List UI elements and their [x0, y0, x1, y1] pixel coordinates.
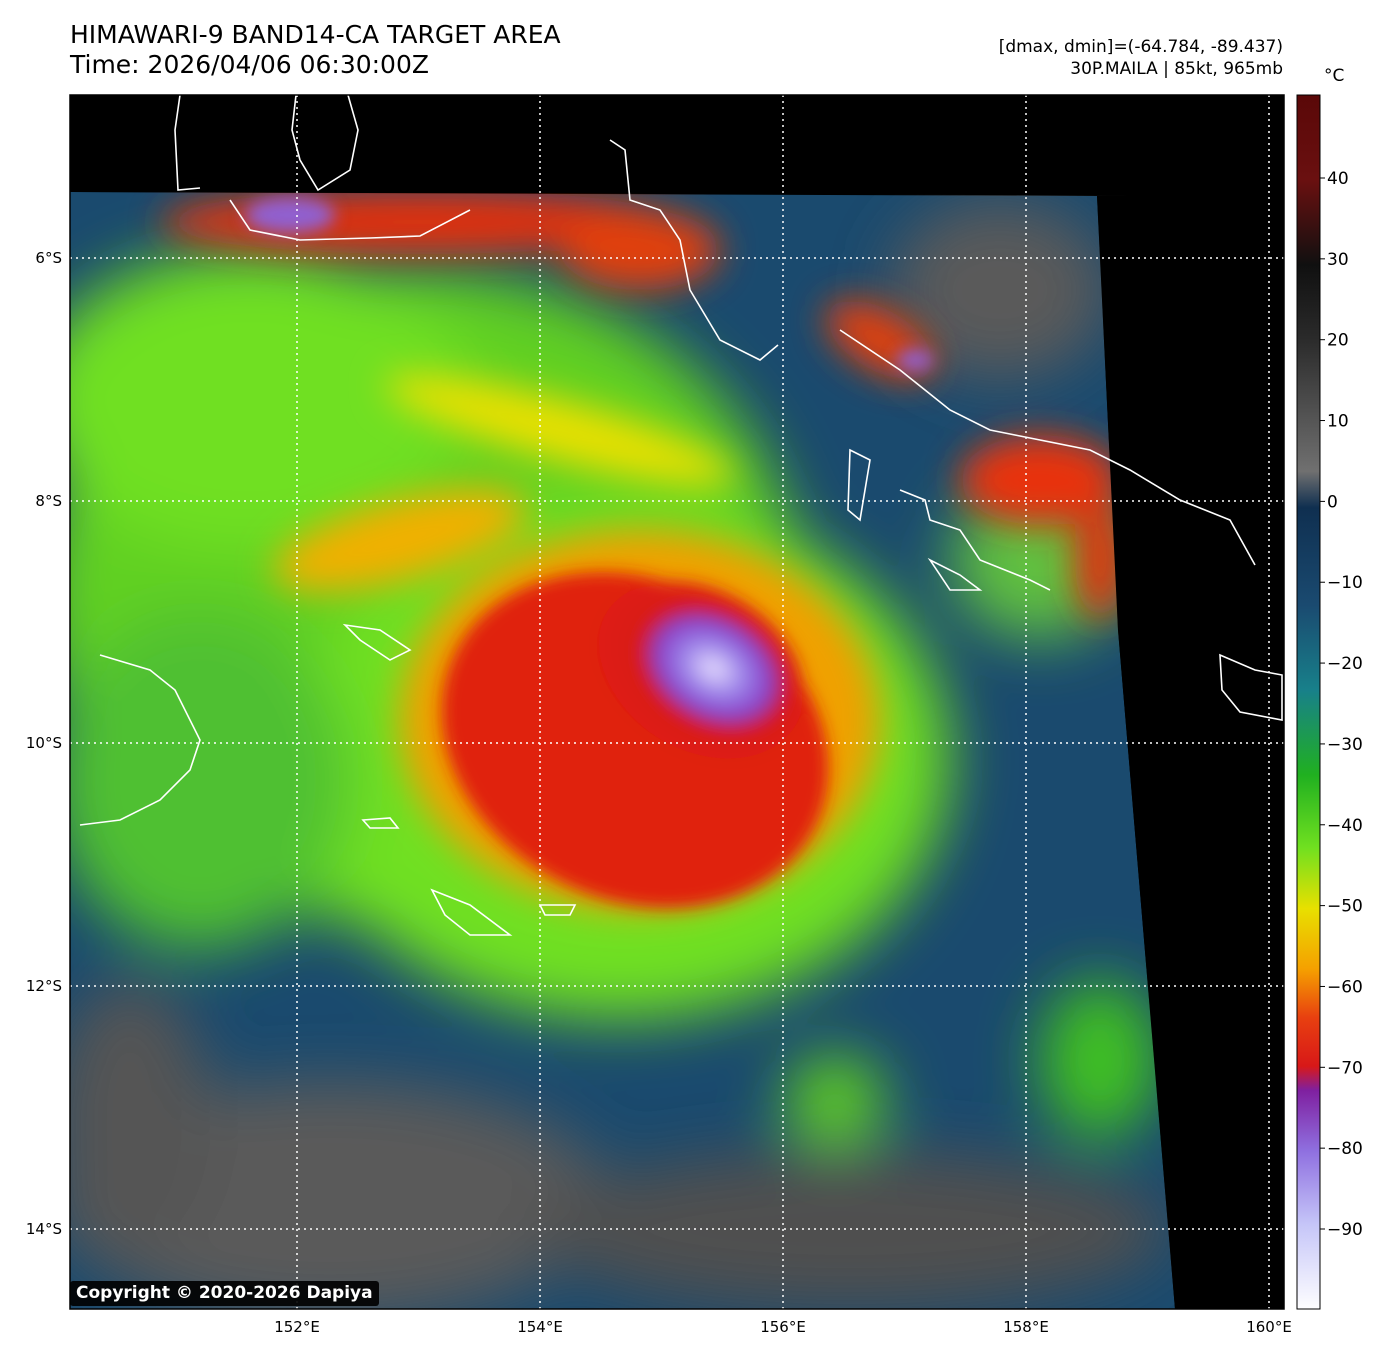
colorbar-gradient	[1296, 94, 1321, 1310]
colorbar-tick-label: 30	[1327, 250, 1349, 270]
map-frame	[69, 94, 1285, 1310]
title-line-2: Time: 2026/04/06 06:30:00Z	[70, 50, 429, 79]
colorbar-unit: °C	[1324, 66, 1345, 86]
data-range-text: [dmax, dmin]=(-64.784, -89.437)	[998, 37, 1283, 57]
satellite-imagery	[70, 95, 1284, 1309]
colorbar-tick-label: −20	[1327, 654, 1363, 674]
lat-label: 12°S	[26, 977, 62, 995]
lat-label: 8°S	[35, 492, 62, 510]
lon-label: 156°E	[760, 1318, 806, 1336]
colorbar-tick-label: −80	[1327, 1139, 1363, 1159]
colorbar-tick-label: 10	[1327, 412, 1349, 432]
lon-label: 158°E	[1003, 1318, 1049, 1336]
colorbar-tick-label: −60	[1327, 977, 1363, 997]
colorbar-tick-label: 40	[1327, 169, 1349, 189]
graticule	[70, 95, 1284, 1309]
colorbar-tick-label: 20	[1327, 331, 1349, 351]
latitude-labels: 6°S 8°S 10°S 12°S 14°S	[26, 249, 62, 1238]
colorbar-tick-label: −90	[1327, 1220, 1363, 1240]
longitude-labels: 152°E 154°E 156°E 158°E 160°E	[274, 1318, 1292, 1336]
colorbar-ticks: 40 30 20 10 0 −10 −20 −30 −40 −50 −60 −70 −80 −90	[1320, 169, 1363, 1240]
title-line-1: HIMAWARI-9 BAND14-CA TARGET AREA	[70, 20, 561, 49]
colorbar-tick-label: −70	[1327, 1058, 1363, 1078]
copyright-notice: Copyright © 2020-2026 Dapiya	[70, 1281, 379, 1306]
colorbar-tick-label: 0	[1327, 492, 1338, 512]
storm-name-text: 30P.MAILA | 85kt, 965mb	[1070, 59, 1283, 79]
storm-info: [dmax, dmin]=(-64.784, -89.437) 30P.MAIL…	[999, 36, 1283, 80]
lat-label: 6°S	[35, 249, 62, 267]
lon-label: 160°E	[1246, 1318, 1292, 1336]
lon-label: 152°E	[274, 1318, 320, 1336]
colorbar: 40 30 20 10 0 −10 −20 −30 −40 −50 −60 −70 −80 −90	[1296, 94, 1363, 1310]
colorbar-tick-label: −10	[1327, 573, 1363, 593]
colorbar-tick-label: −40	[1327, 816, 1363, 836]
lat-label: 10°S	[26, 734, 62, 752]
coastlines	[79, 95, 1283, 936]
colorbar-tick-label: −30	[1327, 735, 1363, 755]
lat-label: 14°S	[26, 1220, 62, 1238]
lon-label: 154°E	[517, 1318, 563, 1336]
colorbar-tick-label: −50	[1327, 897, 1363, 917]
figure-title: HIMAWARI-9 BAND14-CA TARGET AREA Time: 2…	[70, 20, 561, 80]
